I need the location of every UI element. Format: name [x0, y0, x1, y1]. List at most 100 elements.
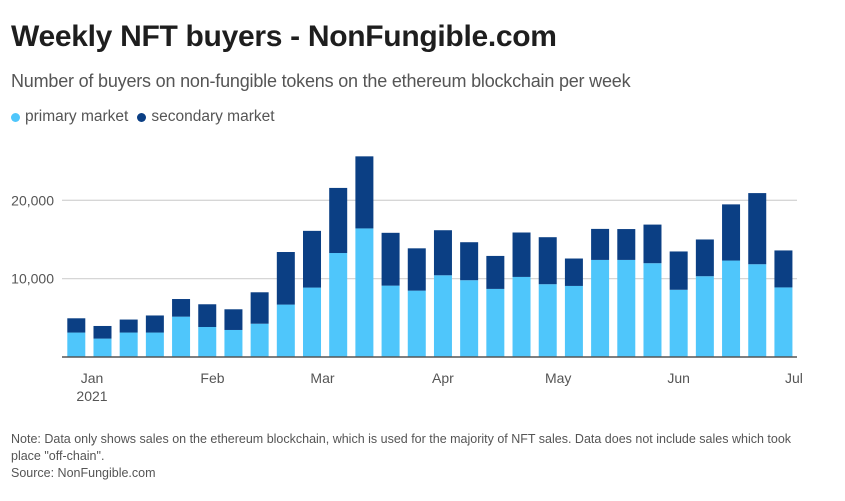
bars: [67, 156, 793, 357]
legend-label-secondary: secondary market: [151, 108, 275, 125]
bar-secondary: [460, 242, 479, 281]
bar-primary: [407, 290, 426, 357]
bar-stack: [93, 325, 112, 357]
bar-stack: [512, 232, 531, 357]
legend: primary market secondary market: [11, 108, 284, 126]
bar-primary: [93, 338, 112, 357]
bar-secondary: [669, 251, 688, 290]
x-tick-label: May: [545, 370, 571, 386]
bar-secondary: [93, 325, 112, 339]
source-note: Source: NonFungible.com: [11, 466, 156, 480]
bar-secondary: [381, 232, 400, 286]
bar-primary: [119, 332, 138, 357]
bar-primary: [748, 264, 767, 357]
bar-secondary: [276, 252, 295, 305]
bar-stack: [669, 251, 688, 357]
bar-stack: [145, 315, 164, 357]
bar-stack: [381, 232, 400, 357]
x-tick-sublabel: 2021: [76, 388, 107, 404]
bar-secondary: [407, 248, 426, 291]
bar-stack: [774, 250, 793, 357]
legend-dot-secondary-icon: [137, 112, 147, 122]
bar-primary: [512, 276, 531, 357]
bar-secondary: [512, 232, 531, 277]
bar-secondary: [486, 255, 505, 289]
bar-stack: [564, 258, 583, 357]
bar-stack: [486, 255, 505, 357]
bar-stack: [748, 193, 767, 357]
bar-primary: [67, 332, 86, 357]
bar-stack: [198, 304, 217, 357]
bar-stack: [538, 237, 557, 357]
bar-stack: [407, 248, 426, 357]
bar-secondary: [748, 193, 767, 265]
bar-secondary: [198, 304, 217, 327]
bar-primary: [695, 276, 714, 357]
bar-primary: [591, 259, 610, 357]
bar-stack: [355, 156, 374, 357]
bar-stack: [617, 229, 636, 357]
bar-primary: [145, 332, 164, 357]
y-tick-label: 20,000: [11, 192, 54, 208]
bar-secondary: [355, 156, 374, 229]
bar-stack: [695, 239, 714, 357]
bar-secondary: [564, 258, 583, 286]
x-tick-label: Jul: [785, 370, 803, 386]
bar-primary: [643, 263, 662, 357]
bar-primary: [486, 288, 505, 357]
x-tick-label: Feb: [200, 370, 224, 386]
bar-primary: [774, 287, 793, 357]
bar-stack: [591, 228, 610, 357]
bar-secondary: [145, 315, 164, 333]
bar-secondary: [617, 229, 636, 260]
bar-stack: [329, 187, 348, 357]
bar-primary: [355, 228, 374, 357]
bar-secondary: [722, 204, 741, 261]
bar-secondary: [172, 299, 191, 317]
y-tick-label: 10,000: [11, 271, 54, 287]
bar-primary: [329, 253, 348, 357]
bar-stack: [433, 230, 452, 357]
bar-secondary: [774, 250, 793, 288]
bar-primary: [538, 284, 557, 357]
legend-item-primary: primary market: [11, 108, 128, 126]
bar-primary: [669, 289, 688, 357]
bar-stack: [119, 319, 138, 357]
legend-item-secondary: secondary market: [137, 108, 275, 126]
stacked-bar-chart: 10,000 20,000 Jan 2021 Feb Mar Apr May Jun Jul: [11, 156, 803, 404]
bar-secondary: [250, 292, 269, 324]
bar-secondary: [119, 319, 138, 333]
bar-stack: [722, 204, 741, 357]
bar-secondary: [695, 239, 714, 277]
bar-secondary: [303, 230, 322, 288]
footer: Note: Data only shows sales on the ether…: [11, 431, 811, 482]
bar-secondary: [67, 318, 86, 333]
x-tick-label: Jan: [81, 370, 104, 386]
legend-dot-primary-icon: [11, 112, 20, 122]
x-tick-label: Apr: [432, 370, 454, 386]
bar-primary: [564, 285, 583, 357]
bar-primary: [303, 287, 322, 357]
bar-primary: [172, 316, 191, 357]
bar-primary: [460, 280, 479, 357]
bar-primary: [250, 323, 269, 357]
x-tick-label: Mar: [310, 370, 334, 386]
bar-secondary: [643, 224, 662, 264]
bar-stack: [643, 224, 662, 357]
x-axis-tick-labels: Jan 2021 Feb Mar Apr May Jun Jul: [76, 370, 802, 404]
bar-primary: [722, 260, 741, 357]
bar-primary: [617, 259, 636, 357]
x-tick-label: Jun: [667, 370, 690, 386]
bar-primary: [224, 329, 243, 357]
bar-stack: [460, 242, 479, 357]
bar-primary: [276, 304, 295, 357]
bar-primary: [433, 275, 452, 357]
chart-subtitle: Number of buyers on non-fungible tokens …: [11, 71, 631, 91]
bar-stack: [303, 230, 322, 357]
legend-label-primary: primary market: [25, 108, 129, 125]
bar-primary: [198, 326, 217, 357]
bar-stack: [250, 292, 269, 357]
footnote: Note: Data only shows sales on the ether…: [11, 432, 792, 463]
bar-secondary: [591, 228, 610, 260]
bar-secondary: [433, 230, 452, 276]
